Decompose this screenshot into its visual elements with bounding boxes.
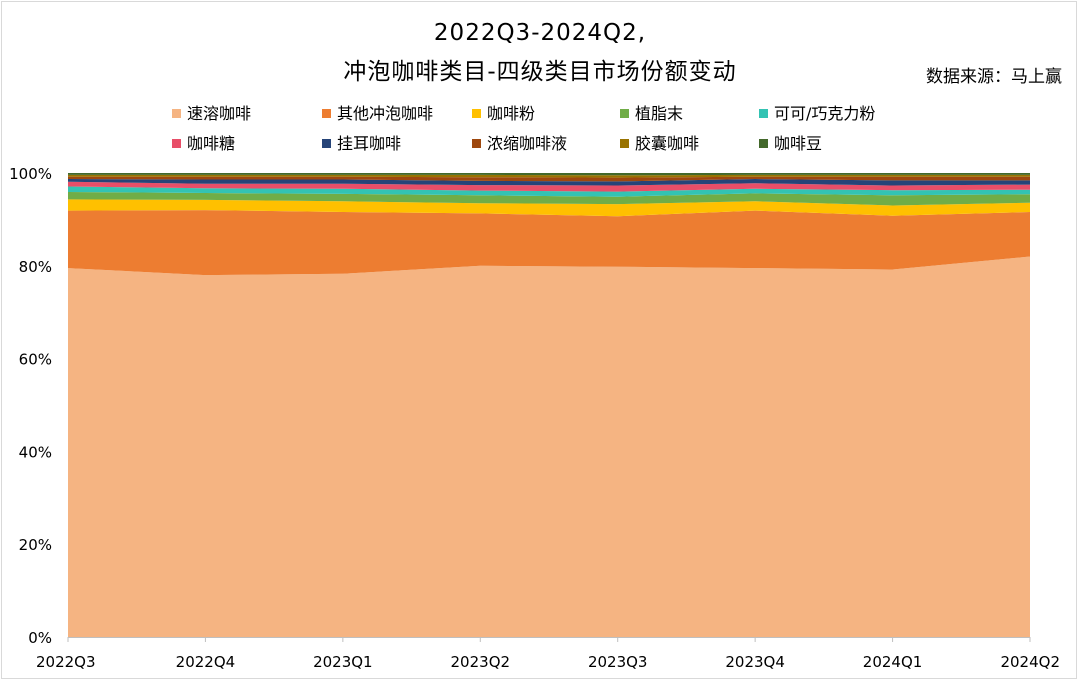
y-tick-label: 20% <box>19 536 52 554</box>
x-tick-label: 2023Q1 <box>313 653 373 671</box>
legend-label: 咖啡粉 <box>487 104 536 123</box>
legend-label: 可可/巧克力粉 <box>774 104 876 123</box>
x-tick-label: 2023Q3 <box>588 653 648 671</box>
y-tick-label: 60% <box>19 351 52 369</box>
chart-title-line1: 2022Q3-2024Q2, <box>433 20 647 46</box>
legend-swatch <box>322 109 331 118</box>
x-tick-label: 2024Q2 <box>1000 653 1060 671</box>
legend-swatch <box>620 139 629 148</box>
x-tick-label: 2023Q2 <box>451 653 511 671</box>
legend-swatch <box>172 139 181 148</box>
area-series-9 <box>68 173 1030 176</box>
legend-swatch <box>759 139 768 148</box>
legend-item: 速溶咖啡 <box>172 100 251 124</box>
legend-item: 咖啡粉 <box>472 100 535 124</box>
legend-swatch <box>472 139 481 148</box>
area-series-3 <box>68 192 1030 206</box>
y-tick-label: 100% <box>9 165 52 183</box>
area-series-8 <box>68 174 1030 178</box>
area-series-6 <box>68 179 1030 186</box>
legend-item: 植脂末 <box>620 100 683 124</box>
area-series-1 <box>68 210 1030 276</box>
x-tick-label: 2022Q4 <box>176 653 236 671</box>
y-tick-label: 40% <box>19 443 52 461</box>
legend-label: 其他冲泡咖啡 <box>337 104 434 123</box>
legend-item: 咖啡豆 <box>759 130 822 154</box>
chart-title-line2: 冲泡咖啡类目-四级类目市场份额变动 <box>343 59 737 85</box>
legend-label: 速溶咖啡 <box>187 104 252 123</box>
legend-swatch <box>172 109 181 118</box>
area-series-4 <box>68 186 1030 197</box>
legend-label: 胶囊咖啡 <box>635 134 700 153</box>
legend-swatch <box>759 109 768 118</box>
area-series-7 <box>68 176 1030 182</box>
legend-label: 浓缩咖啡液 <box>487 134 568 153</box>
legend-item: 可可/巧克力粉 <box>759 100 875 124</box>
y-tick-label: 0% <box>28 629 52 647</box>
data-source-label: 数据来源：马上赢 <box>926 67 1062 87</box>
area-series-0 <box>68 256 1030 637</box>
legend-swatch <box>322 139 331 148</box>
legend-item: 挂耳咖啡 <box>322 130 401 154</box>
legend-label: 植脂末 <box>635 104 684 123</box>
legend-label: 挂耳咖啡 <box>337 134 402 153</box>
x-tick-label: 2022Q3 <box>36 653 96 671</box>
x-tick-label: 2024Q1 <box>863 653 923 671</box>
area-series-2 <box>68 199 1030 217</box>
legend-label: 咖啡豆 <box>774 134 823 153</box>
x-tick-label: 2023Q4 <box>725 653 785 671</box>
legend-swatch <box>620 109 629 118</box>
legend-item: 其他冲泡咖啡 <box>322 100 433 124</box>
area-series-5 <box>68 181 1030 192</box>
y-tick-label: 80% <box>19 258 52 276</box>
legend-swatch <box>472 109 481 118</box>
legend-item: 胶囊咖啡 <box>620 130 699 154</box>
legend-item: 咖啡糖 <box>172 130 235 154</box>
legend-label: 咖啡糖 <box>187 134 236 153</box>
legend-item: 浓缩咖啡液 <box>472 130 567 154</box>
